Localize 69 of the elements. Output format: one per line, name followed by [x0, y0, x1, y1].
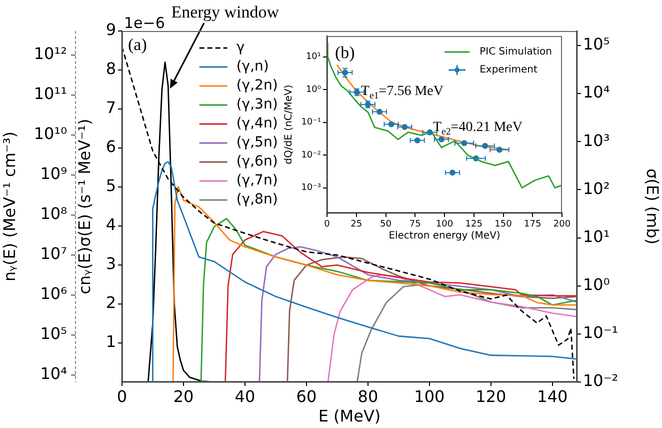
legend-label: (γ,6n)	[236, 154, 278, 170]
x-tick-label: 75	[409, 220, 421, 230]
y-tick-label: 10¹⁰	[34, 124, 67, 144]
x-tick-label: 100	[414, 386, 445, 406]
y-tick-label: 9	[106, 20, 116, 40]
y2-tick-label: 10⁵	[583, 34, 610, 54]
x-tick-label: 200	[553, 220, 571, 230]
legend-label: PIC Simulation	[480, 46, 552, 58]
y2-tick-label: 10⁻²	[583, 371, 618, 390]
y2-axis-title: σ(E) (mb)	[643, 168, 662, 245]
y-tick-label: 10¹	[306, 52, 322, 62]
legend-label: (γ,2n)	[236, 78, 278, 94]
y-tick-label: 10¹²	[34, 44, 67, 64]
x-tick-label: 140	[537, 386, 568, 406]
y-tick-label: 1	[106, 332, 116, 352]
x-tick-label: 25	[350, 220, 362, 230]
y-tick-label: 10⁰	[306, 84, 322, 95]
y2-tick-label: 10³	[583, 130, 610, 150]
y-tick-label: 10⁹	[40, 164, 67, 184]
y-tick-label: 10⁻²	[301, 150, 322, 160]
x-tick-label: 0	[324, 220, 330, 230]
y-tick-label: 3	[106, 254, 116, 274]
x-axis-title: E (MeV)	[318, 406, 381, 426]
y-tick-label: 10¹¹	[34, 84, 67, 104]
y-tick-label: 7	[106, 98, 116, 118]
x-tick-label: 120	[476, 386, 506, 406]
annotation: 1e−6	[124, 14, 165, 32]
y-tick-label: 6	[106, 137, 116, 156]
legend-label: γ	[236, 40, 245, 56]
y-tick-label: 10⁻³	[301, 183, 322, 194]
x-tick-label: 80	[358, 386, 378, 406]
y-tick-label: 5	[106, 176, 116, 196]
annotation: Energy window	[171, 2, 280, 22]
x-tick-label: 60	[296, 386, 317, 406]
y-axis-title: dQ/dE (nC/MeV)	[284, 84, 295, 164]
y-tick-label: 10⁵	[40, 324, 67, 344]
x-tick-label: 125	[465, 220, 482, 230]
legend-label: (γ,3n)	[236, 96, 278, 113]
x-tick-label: 40	[234, 386, 256, 406]
y-tick-label: 4	[106, 215, 116, 234]
x-tick-label: 20	[173, 386, 194, 406]
y2-tick-label: 10²	[583, 178, 610, 198]
y2-tick-label: 10⁴	[583, 82, 610, 102]
legend-label: (γ,n)	[236, 58, 269, 75]
y2-tick-label: 10⁰	[583, 275, 610, 294]
y-tick-label: 2	[106, 293, 116, 312]
y-tick-label: 10⁻¹	[301, 118, 322, 128]
legend-label: (γ,7n)	[236, 172, 278, 189]
x-tick-label: 0	[116, 386, 128, 406]
annotation: (b)	[335, 43, 355, 62]
y2-tick-label: 10⁻¹	[583, 323, 618, 342]
y2-tick-label: 10¹	[583, 226, 610, 246]
legend-label: (γ,8n)	[236, 192, 278, 208]
y-tick-label: 10⁷	[40, 244, 67, 264]
y-tick-label: 10⁶	[40, 284, 67, 304]
x-tick-label: 175	[524, 220, 542, 230]
x-axis-title: Electron energy (MeV)	[388, 230, 500, 242]
legend-label: (γ,5n)	[236, 134, 278, 151]
x-tick-label: 150	[494, 220, 512, 230]
legend-label: Experiment	[480, 64, 538, 76]
x-tick-label: 100	[436, 220, 454, 230]
y-tick-label: 8	[106, 59, 116, 78]
y-axis-title: nᵧ(E) (MeV⁻¹ cm⁻³)	[0, 131, 19, 282]
x-tick-label: 50	[380, 220, 392, 230]
y-tick-label: 10⁸	[40, 204, 67, 224]
annotation: (a)	[128, 35, 147, 54]
y-axis-title: cnᵧ(E)σ(E) (s⁻¹ MeV⁻¹)	[74, 118, 94, 294]
y-tick-label: 10⁴	[40, 364, 67, 384]
legend-label: (γ,4n)	[236, 116, 278, 132]
